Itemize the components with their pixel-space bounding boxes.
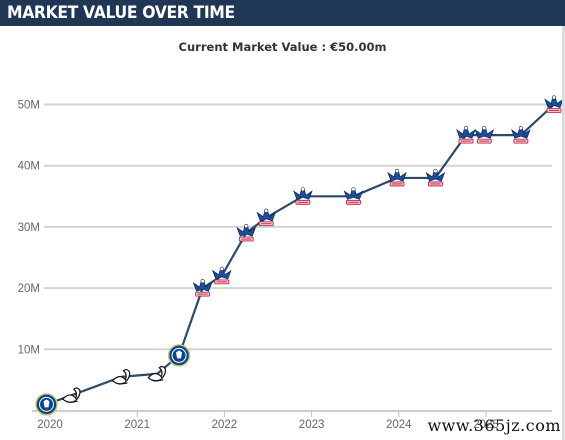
y-tick-label: 50M [18,100,40,112]
data-point-crystal-palace-icon [387,168,407,187]
x-tick-label: 2025 [473,419,499,431]
data-point-crystal-palace-icon [293,187,313,205]
header-title: MARKET VALUE OVER TIME [7,3,235,23]
watermark: www.365jz.com [427,416,561,435]
data-point-chelsea-icon [167,344,191,367]
panel-edge [562,26,565,440]
data-point-crystal-palace-icon [236,223,257,242]
data-point-swansea-icon [111,368,131,385]
y-tick-label: 20M [18,283,40,295]
data-point-crystal-palace-icon [425,168,446,187]
data-point-swansea-icon [147,365,166,382]
data-point-crystal-palace-icon [192,279,213,297]
series-line [46,103,555,406]
data-point-crystal-palace-icon [544,95,564,113]
data-point-swansea-icon [61,387,81,403]
data-point-crystal-palace-icon [211,266,232,285]
x-tick-label: 2022 [212,419,238,431]
y-tick-label: 10M [18,344,40,356]
data-point-chelsea-icon [35,393,58,416]
data-point-crystal-palace-icon [474,126,495,144]
current-market-value: Current Market Value : €50.00m [178,40,387,54]
x-tick-label: 2024 [386,419,412,431]
data-point-crystal-palace-icon [343,187,364,205]
x-tick-label: 2020 [37,419,63,431]
y-tick-label: 30M [18,222,40,234]
data-point-crystal-palace-icon [256,208,277,227]
chart-header: MARKET VALUE OVER TIME [0,0,565,26]
data-point-crystal-palace-icon [456,126,476,144]
data-point-crystal-palace-icon [511,126,531,144]
x-tick-label: 2023 [299,419,325,431]
x-tick-label: 2021 [124,419,150,431]
y-tick-label: 40M [18,161,40,173]
